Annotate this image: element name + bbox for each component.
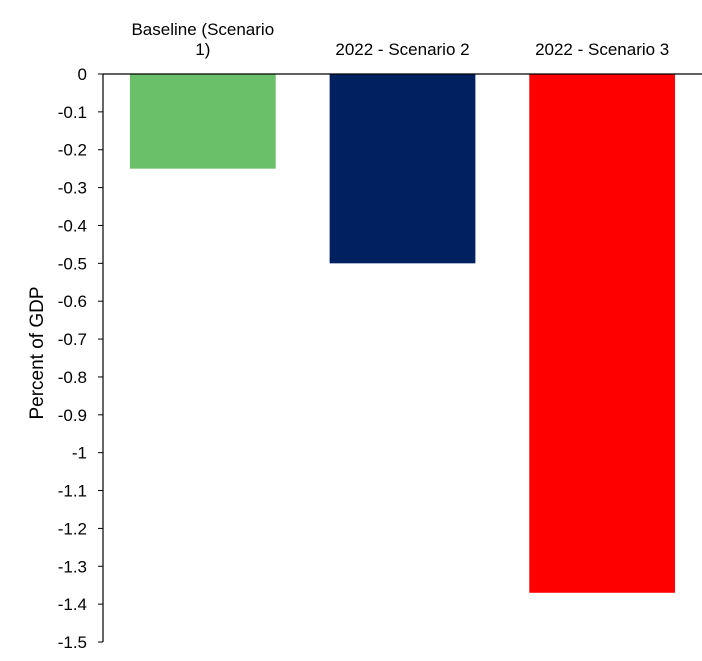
y-tick-label: -1.4: [58, 595, 87, 614]
y-tick-label: -0.9: [58, 406, 87, 425]
category-label: 1): [195, 40, 210, 59]
y-tick-label: -0.4: [58, 216, 87, 235]
y-axis-title-group: Percent of GDP: [27, 286, 48, 419]
y-tick-label: -0.1: [58, 103, 87, 122]
y-tick-label: -1.2: [58, 519, 87, 538]
category-label: 2022 - Scenario 2: [335, 40, 469, 59]
bars: [129, 74, 676, 593]
y-tick-label: 0: [78, 65, 87, 84]
bar: [529, 74, 676, 593]
bar: [329, 74, 476, 264]
y-tick-label: -0.8: [58, 368, 87, 387]
y-tick-label: -1.1: [58, 482, 87, 501]
y-axis-ticks: 0 -0.1 -0.2 -0.3 -0.4 -0.5 -0.6 -0.7 -0.8 -0.9 -1 -…: [58, 65, 103, 652]
y-tick-label: -0.3: [58, 179, 87, 198]
bar: [129, 74, 276, 169]
y-tick-label: -0.2: [58, 141, 87, 160]
y-tick-label: -1.5: [58, 633, 87, 652]
category-label: 2022 - Scenario 3: [535, 40, 669, 59]
y-tick-label: -0.7: [58, 330, 87, 349]
y-axis-title: Percent of GDP: [27, 286, 48, 419]
y-tick-label: -1: [72, 444, 87, 463]
axes: [102, 73, 702, 642]
category-label: Baseline (Scenario: [131, 20, 274, 39]
y-tick-label: -0.5: [58, 254, 87, 273]
y-tick-label: -0.6: [58, 292, 87, 311]
y-tick-label: -1.3: [58, 557, 87, 576]
